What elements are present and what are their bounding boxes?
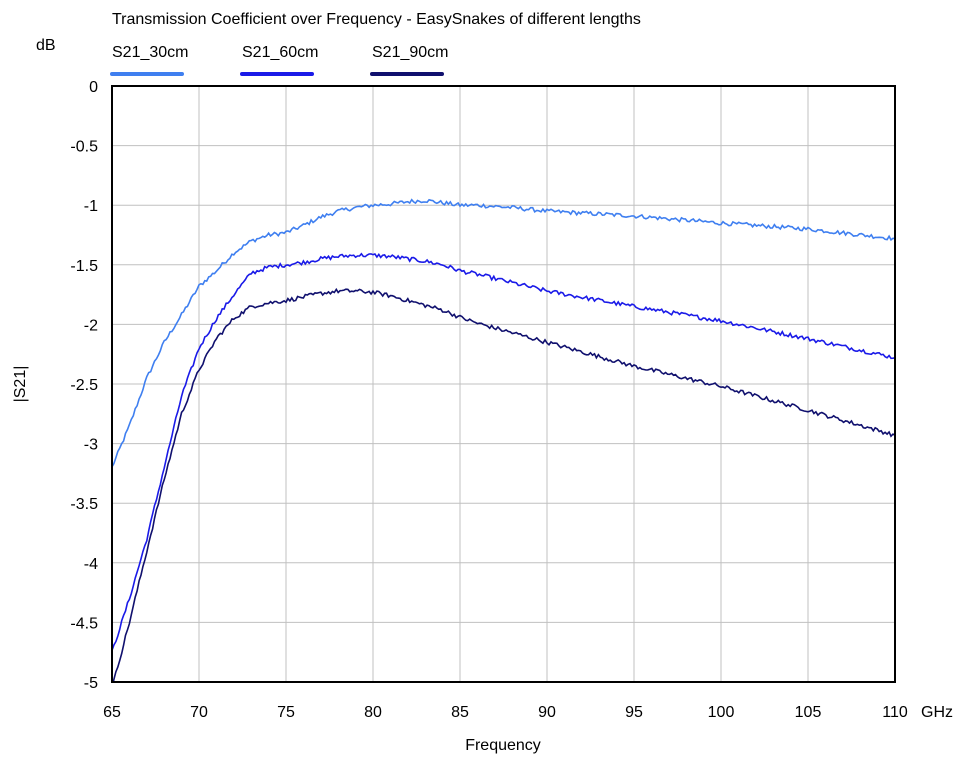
x-axis-label: Frequency [465,737,541,754]
series-line-S21_60cm [112,252,895,651]
y-tick-label: -1 [84,198,98,215]
x-tick-label: 90 [538,704,556,721]
x-tick-label: 75 [277,704,295,721]
grid [112,86,895,682]
chart-title: Transmission Coefficient over Frequency … [112,11,641,28]
y-axis-label: |S21| [12,366,29,403]
plot-frame [111,85,896,683]
y-tick-label: -4.5 [70,615,98,632]
x-tick-labels: 65 70 75 80 85 90 95 100 105 110 [103,704,908,721]
series-line-S21_90cm [112,287,895,682]
y-tick-label: -0.5 [70,139,98,156]
legend-label: S21_60cm [242,44,319,61]
series-layer [112,198,895,682]
x-tick-label: 65 [103,704,121,721]
legend-label: S21_90cm [372,44,449,61]
legend: S21_30cm S21_60cm S21_90cm [110,44,449,76]
y-tick-label: -3.5 [70,496,98,513]
x-tick-label: 85 [451,704,469,721]
x-tick-label: 105 [795,704,822,721]
y-tick-label: -1.5 [70,258,98,275]
x-tick-label: 95 [625,704,643,721]
y-tick-label: -4 [84,556,98,573]
series-line-S21_30cm [112,198,895,468]
x-tick-label: 70 [190,704,208,721]
x-unit-label: GHz [921,704,953,721]
y-unit-label: dB [36,37,56,54]
y-tick-label: -2 [84,317,98,334]
y-tick-labels: 0 -0.5 -1 -1.5 -2 -2.5 -3 -3.5 -4 -4.5 -5 [70,79,98,692]
x-tick-label: 100 [708,704,735,721]
y-tick-label: 0 [89,79,98,96]
y-tick-label: -2.5 [70,377,98,394]
x-tick-label: 80 [364,704,382,721]
y-tick-label: -3 [84,437,98,454]
y-tick-label: -5 [84,675,98,692]
x-tick-label: 110 [882,704,908,721]
legend-label: S21_30cm [112,44,189,61]
